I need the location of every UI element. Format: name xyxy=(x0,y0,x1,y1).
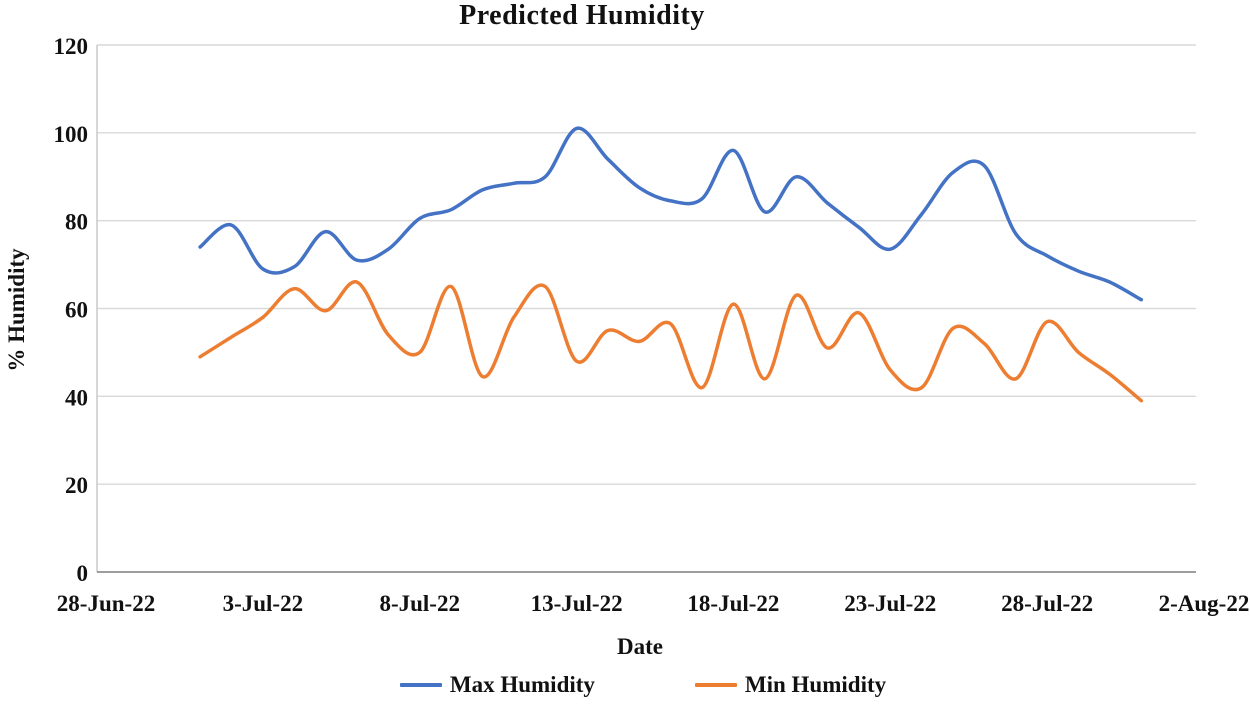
legend: Max Humidity Min Humidity xyxy=(18,672,1250,698)
x-tick-label-28-Jul-22: 28-Jul-22 xyxy=(1001,591,1093,616)
legend-label-min-humidity: Min Humidity xyxy=(744,672,887,697)
y-tick-label-0: 0 xyxy=(77,561,89,586)
x-tick-label-3-Jul-22: 3-Jul-22 xyxy=(223,591,304,616)
x-tick-label-13-Jul-22: 13-Jul-22 xyxy=(531,591,623,616)
y-tick-label-40: 40 xyxy=(65,385,88,410)
y-tick-label-120: 120 xyxy=(54,34,89,59)
y-tick-label-20: 20 xyxy=(65,473,88,498)
y-tick-label-60: 60 xyxy=(65,298,88,323)
x-tick-label-2-Aug-22: 2-Aug-22 xyxy=(1159,591,1250,616)
legend-label-max-humidity: Max Humidity xyxy=(449,672,595,697)
y-tick-label-100: 100 xyxy=(54,122,89,147)
legend-item-min-humidity: Min Humidity xyxy=(694,672,887,698)
max-humidity-line xyxy=(198,126,1144,302)
min-humidity-line-swatch-icon xyxy=(694,683,737,687)
x-axis-title: Date xyxy=(617,634,663,659)
y-axis-title: % Humidity xyxy=(4,248,29,372)
min-humidity-line xyxy=(198,280,1144,403)
legend-item-max-humidity: Max Humidity xyxy=(399,672,595,698)
y-tick-label-80: 80 xyxy=(65,210,88,235)
x-tick-label-8-Jul-22: 8-Jul-22 xyxy=(379,591,460,616)
chart-title: Predicted Humidity xyxy=(459,0,705,31)
x-tick-label-18-Jul-22: 18-Jul-22 xyxy=(687,591,779,616)
x-tick-label-28-Jun-22: 28-Jun-22 xyxy=(57,591,155,616)
x-tick-label-23-Jul-22: 23-Jul-22 xyxy=(844,591,936,616)
max-humidity-line-swatch-icon xyxy=(399,683,442,687)
